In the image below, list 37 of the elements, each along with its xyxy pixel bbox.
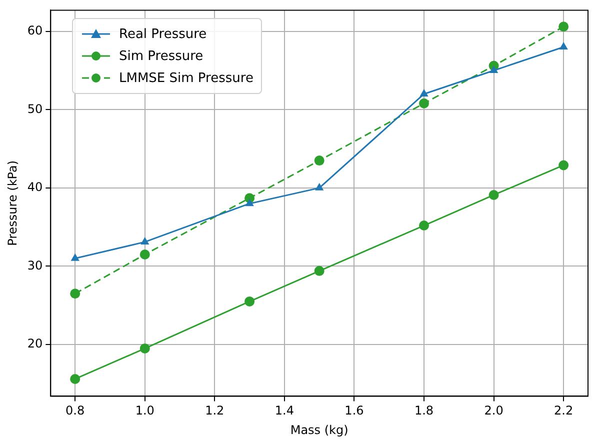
x-tick-label: 0.8	[66, 404, 85, 418]
y-tick-label: 20	[27, 336, 43, 351]
point	[558, 22, 569, 32]
point	[140, 236, 150, 244]
point	[314, 156, 324, 166]
y-tick-label: 40	[27, 180, 43, 194]
point	[419, 98, 430, 108]
point	[488, 190, 499, 200]
point	[419, 220, 430, 231]
point	[244, 296, 255, 306]
point	[245, 198, 254, 206]
point	[70, 288, 80, 299]
point	[420, 88, 428, 96]
legend-label: Real Pressure	[119, 26, 207, 42]
point	[489, 65, 498, 73]
point	[559, 42, 568, 50]
legend-label: LMMSE Sim Pressure	[119, 70, 254, 86]
legend-label: Sim Pressure	[119, 48, 204, 64]
y-axis-title: Pressure (kPa)	[5, 160, 20, 246]
point	[314, 266, 324, 276]
x-tick-label: 1.6	[344, 404, 364, 418]
point	[140, 249, 150, 260]
x-tick-label: 1.8	[414, 404, 434, 418]
point	[70, 253, 80, 261]
x-axis-title: Mass (kg)	[290, 422, 348, 437]
x-tick-label: 1.0	[135, 404, 154, 418]
x-tick-label: 1.2	[205, 404, 224, 418]
x-tick-label: 2.2	[554, 404, 574, 418]
y-tick-label: 30	[27, 258, 43, 272]
y-tick-label: 60	[27, 23, 43, 38]
point	[70, 374, 80, 384]
point	[140, 343, 150, 354]
y-tick-label: 50	[27, 102, 43, 116]
point	[558, 160, 569, 170]
point	[315, 182, 324, 190]
x-tick-label: 1.4	[274, 404, 294, 418]
x-tick-label: 2.0	[484, 404, 504, 418]
